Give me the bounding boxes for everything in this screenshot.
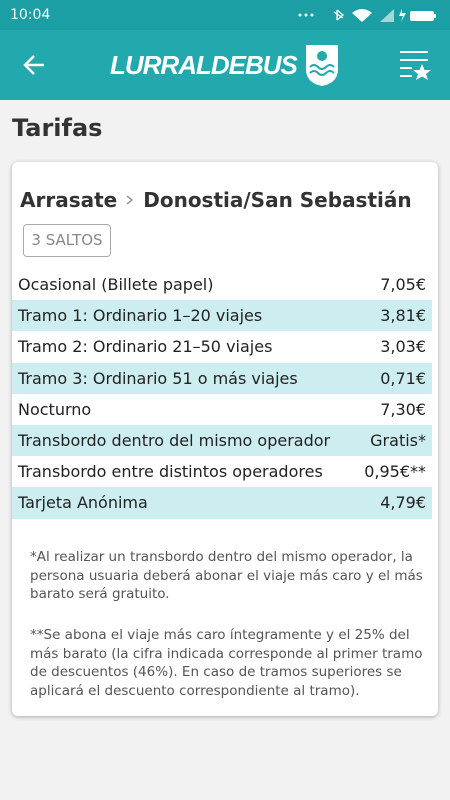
app-bar: LURRALDEBUS [0, 30, 450, 100]
fare-label: Tramo 2: Ordinario 21–50 viajes [18, 337, 273, 357]
fare-price: 7,05€ [380, 275, 426, 295]
fare-price: 4,79€ [380, 493, 426, 513]
fare-row: Transbordo dentro del mismo operador Grat… [12, 424, 432, 457]
logo: LURRALDEBUS [110, 50, 298, 80]
fare-label: Nocturno [18, 399, 92, 419]
page-title: Tarifas [12, 114, 103, 142]
time: 10:04 [10, 7, 51, 23]
fare-price: 7,30€ [380, 399, 426, 419]
fare-price: 0,71€ [380, 368, 426, 388]
fare-label: Ocasional (Billete papel) [18, 275, 214, 295]
fare-label: Tramo 3: Ordinario 51 o más viajes [18, 368, 298, 388]
fare-label: Tarjeta Anónima [18, 493, 148, 513]
fare-row: Tramo 3: Ordinario 51 o más viajes 0,71€ [12, 362, 432, 394]
fare-row: Tramo 1: Ordinario 1–20 viajes 3,81€ [12, 300, 432, 332]
fare-row: Tramo 2: Ordinario 21–50 viajes 3,03€ [12, 331, 432, 362]
fare-label: Transbordo entre distintos operadores [18, 462, 323, 482]
status-icons [298, 9, 436, 22]
status-bar: 10:04 [0, 0, 450, 30]
zone-badge: 3 SALTOS [23, 224, 111, 257]
fare-label: Transbordo dentro del mismo operador [18, 431, 331, 451]
fare-row: Ocasional (Billete papel) 7,05€ [12, 269, 432, 300]
fare-price: Gratis* [370, 431, 426, 451]
note: **Se abona el viaje más caro íntegrament… [30, 627, 423, 699]
fare-row: Nocturno 7,30€ [12, 394, 432, 425]
origin: Arrasate [20, 188, 118, 212]
route-arrow [126, 195, 134, 205]
destination: Donostia/San Sebastián [143, 188, 412, 212]
fare-row: Tarjeta Anónima 4,79€ [12, 487, 432, 519]
fare-price: 3,03€ [380, 337, 426, 357]
route: Arrasate Donostia/San Sebastián [20, 188, 412, 212]
fare-price: 0,95€** [364, 462, 426, 482]
fare-row: Transbordo entre distintos operadores 0,9… [12, 456, 432, 487]
fare-list: Ocasional (Billete papel) 7,05€ Tramo 1: O… [12, 269, 432, 519]
fare-label: Tramo 1: Ordinario 1–20 viajes [18, 306, 263, 326]
fare-price: 3,81€ [380, 306, 426, 326]
shield-icon [306, 45, 338, 86]
note: *Al realizar un transbordo dentro del mi… [30, 549, 423, 602]
favorites-button[interactable] [398, 48, 432, 82]
back-button[interactable] [20, 50, 50, 80]
fare-card: Arrasate Donostia/San Sebastián 3 SALTOS… [12, 162, 438, 716]
